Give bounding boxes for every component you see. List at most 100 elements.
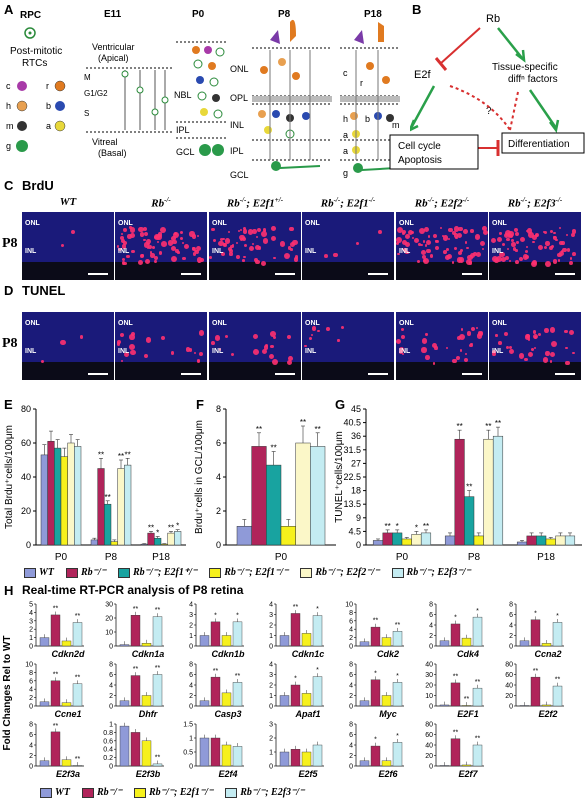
- h-bar-Dhfr: [130, 675, 141, 707]
- h-star: **: [235, 673, 241, 680]
- genotype-title-0: WT: [59, 196, 77, 208]
- h-tick: 4: [29, 743, 33, 750]
- h-bar-E2f3a: [72, 765, 83, 767]
- h-tick: 0: [189, 764, 193, 771]
- h-bar-Ccna2: [530, 619, 541, 647]
- h-star: *: [396, 733, 399, 740]
- h-bar-E2f4: [210, 737, 221, 767]
- h-bar-E2f4: [199, 737, 210, 767]
- h-tick: 0: [189, 644, 193, 651]
- h-tick: 2: [269, 683, 273, 690]
- h-bar-E2f3a: [50, 731, 61, 767]
- h-tick: 0: [29, 644, 33, 651]
- h-bar-E2f6: [381, 760, 392, 767]
- stage-p0: P0: [192, 9, 205, 20]
- rb-label: Rb: [486, 13, 500, 25]
- h-star: *: [214, 612, 217, 619]
- h-bar-Ccna2: [541, 643, 552, 647]
- h-bar-Casp3: [199, 700, 210, 707]
- G-bar: [420, 532, 432, 546]
- h-tick: 60: [505, 672, 513, 679]
- h-bar-Cdkn2d: [72, 622, 83, 647]
- E-bar: [154, 537, 162, 546]
- genotype-title-4: Rb-/-; E2f2-/-: [414, 196, 470, 210]
- h-tick: 0: [429, 704, 433, 711]
- chart-g-tunel: TUNEL⁺cells/100μm 0 4.5 9 13.5 18 22.5 27 31.5 36…: [334, 404, 582, 563]
- h-tick: 2: [189, 693, 193, 700]
- p18-b: b: [365, 114, 370, 124]
- h-tick: 6: [509, 612, 513, 619]
- G-bar: [372, 540, 384, 546]
- h-star: *: [396, 673, 399, 680]
- F-ytick: 4: [216, 472, 221, 482]
- stage-e11: E11: [104, 9, 122, 20]
- F-ytick: 8: [216, 404, 221, 414]
- h-tick: 6: [29, 732, 33, 739]
- h-bar-Cdkn2d: [61, 640, 72, 647]
- h-star: **: [133, 606, 139, 613]
- h-star: **: [293, 604, 299, 611]
- G-ytick: 9: [356, 513, 361, 523]
- h-gene-label: Cdkn1a: [132, 649, 165, 659]
- h-tick: 6: [349, 732, 353, 739]
- p18-g: g: [343, 168, 348, 178]
- h-star: **: [155, 607, 161, 614]
- E-star: *: [156, 529, 159, 538]
- h-star: **: [475, 679, 481, 686]
- h-bar-Cdkn1a: [152, 616, 163, 647]
- h-bar-E2f2: [541, 704, 552, 707]
- G-ytick: 18: [351, 486, 361, 496]
- h-tick: 8: [189, 662, 193, 669]
- G-category: P18: [537, 552, 555, 563]
- E-star: **: [105, 493, 111, 502]
- h-bar-Myc: [370, 679, 381, 707]
- h-bar-E2f4: [221, 744, 232, 767]
- h-tick: 2: [29, 695, 33, 702]
- G-bar: [401, 538, 412, 546]
- h-bar-Cdkn1b: [210, 621, 221, 647]
- h-tick: 2: [349, 753, 353, 760]
- h-bar-Ccna2: [552, 622, 563, 647]
- panel-h-title: Real-time RT-PCR analysis of P8 retina: [22, 583, 244, 597]
- h-tick: 10: [25, 662, 33, 669]
- h-tick: 8: [429, 602, 433, 609]
- h-bar-Casp3: [210, 676, 221, 707]
- legend-item-e2f3: Rb⁻/⁻; E2f3⁻/⁻: [225, 787, 304, 798]
- E-bar: [74, 446, 82, 546]
- panel-label-a: A: [4, 2, 14, 17]
- micrograph-4: ONL INL: [396, 212, 488, 280]
- F-ytick: 0: [216, 540, 221, 550]
- panel-label-e: E: [4, 397, 13, 412]
- h-tick: 3: [269, 672, 273, 679]
- panel-c-title: BrdU: [22, 178, 54, 193]
- p18-h: h: [343, 114, 348, 124]
- h-star: *: [534, 610, 537, 617]
- h-bar-E2f7: [461, 764, 472, 767]
- h-tick: 0: [29, 704, 33, 711]
- h-tick: 8: [29, 670, 33, 677]
- F-bar: [295, 442, 311, 546]
- h-tick: 0: [269, 764, 273, 771]
- h-tick: 30: [105, 602, 113, 609]
- cellcycle-apoptosis-box: Cell cycle Apoptosis: [389, 134, 479, 170]
- E-star: **: [98, 450, 104, 459]
- h-tick: 1: [109, 722, 113, 729]
- h-tick: 0.5: [183, 750, 193, 757]
- svg-text:(Apical): (Apical): [98, 53, 129, 63]
- h-tick: 1.5: [183, 722, 193, 729]
- micrograph-3: ONL INL: [302, 312, 394, 380]
- h-tick: 40: [425, 743, 433, 750]
- h-gene-label: E2f5: [298, 769, 318, 779]
- h-tick: 8: [349, 722, 353, 729]
- h-star: **: [533, 668, 539, 675]
- h-bar-Apaf1: [312, 676, 323, 707]
- h-star: **: [155, 665, 161, 672]
- h-bar-E2f2: [519, 705, 530, 707]
- h-tick: 0.4: [103, 747, 113, 754]
- h-bar-Cdk4: [461, 637, 472, 647]
- h-bar-E2f3b: [119, 725, 130, 767]
- h-bar-E2f2: [552, 685, 563, 707]
- h-bar-E2f5: [301, 751, 312, 767]
- h-bar-E2f5: [312, 744, 323, 767]
